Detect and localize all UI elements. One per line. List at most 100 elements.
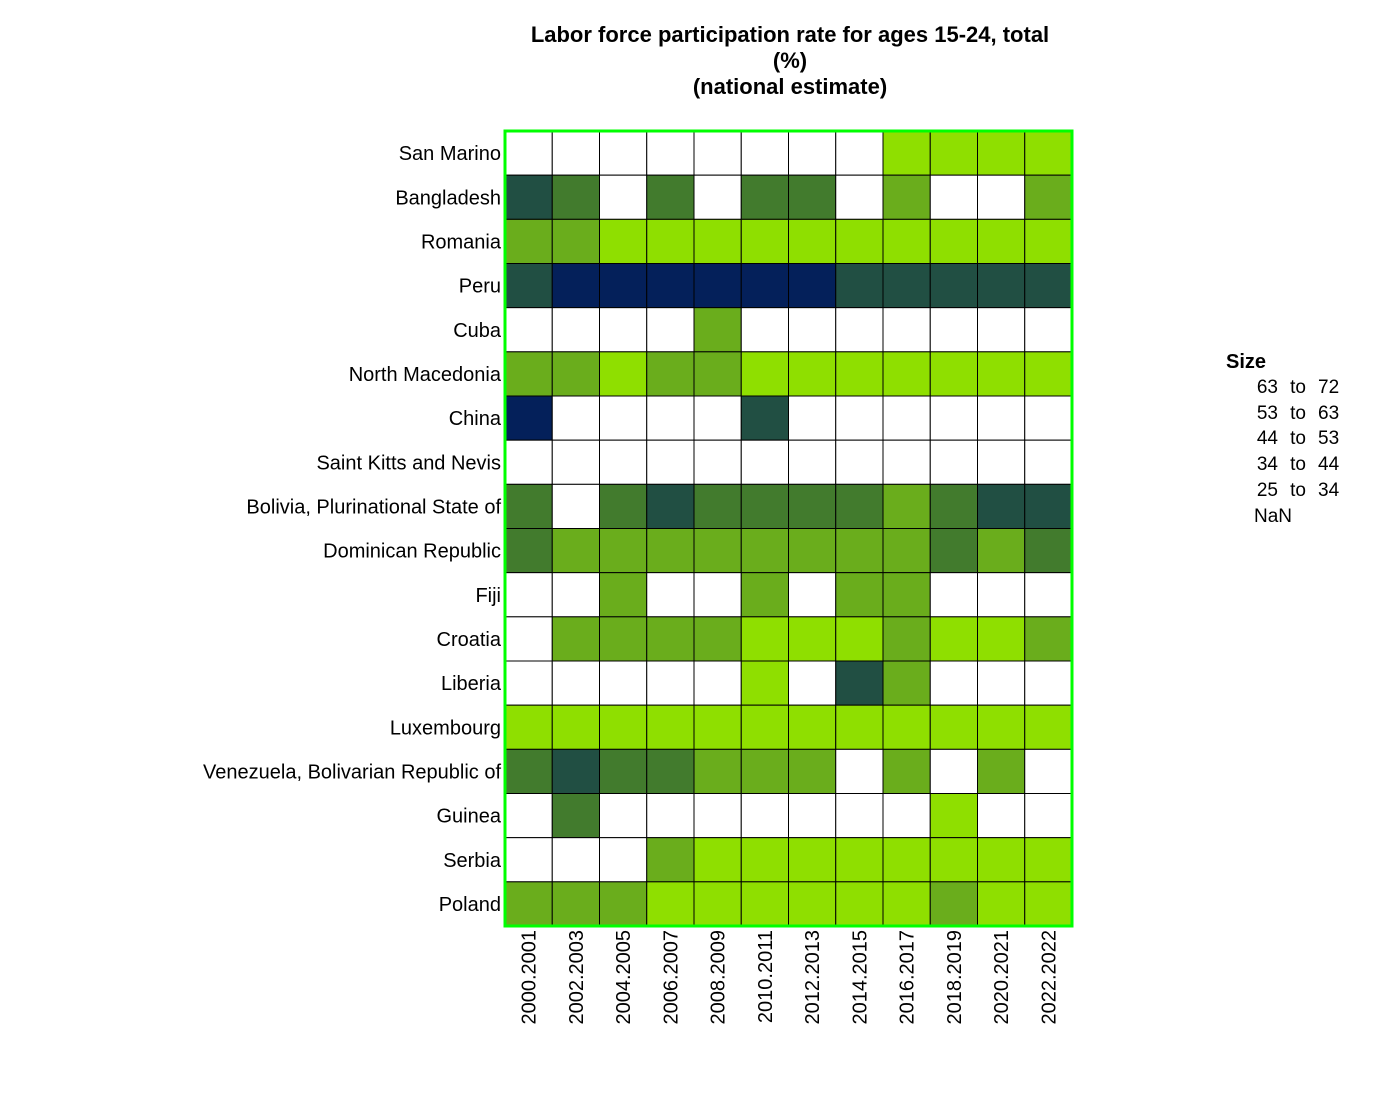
heatmap-cell bbox=[504, 395, 553, 441]
heatmap-cell bbox=[882, 218, 931, 264]
legend-title: Size bbox=[1226, 351, 1267, 373]
heatmap-cell bbox=[835, 837, 884, 883]
heatmap-cell bbox=[882, 395, 931, 441]
x-tick-label: 2022.2022 bbox=[1038, 930, 1060, 1025]
heatmap-cell bbox=[929, 528, 978, 574]
y-tick-label: Fiji bbox=[475, 585, 501, 607]
heatmap-cell bbox=[788, 748, 837, 794]
y-tick-label: Poland bbox=[439, 894, 501, 916]
heatmap-cell bbox=[599, 572, 648, 618]
heatmap-cell bbox=[977, 528, 1026, 574]
y-tick-label: China bbox=[449, 408, 502, 430]
heatmap-cell bbox=[693, 439, 742, 485]
heatmap-cell bbox=[1024, 351, 1073, 397]
chart-title-line-1: Labor force participation rate for ages … bbox=[530, 22, 1050, 47]
heatmap-cell bbox=[599, 793, 648, 839]
heatmap-cell bbox=[551, 837, 600, 883]
heatmap-cell bbox=[504, 616, 553, 662]
heatmap-cell bbox=[1024, 881, 1073, 927]
heatmap-cell bbox=[551, 528, 600, 574]
heatmap-cell bbox=[788, 793, 837, 839]
panel-border bbox=[503, 129, 1074, 928]
heatmap-cell bbox=[646, 395, 695, 441]
heatmap-cell bbox=[740, 572, 789, 618]
heatmap-cell bbox=[835, 130, 884, 176]
heatmap-cell bbox=[740, 748, 789, 794]
heatmap-cell bbox=[835, 351, 884, 397]
chart-title-line-3: (national estimate) bbox=[692, 74, 888, 99]
heatmap-cell bbox=[693, 572, 742, 618]
heatmap-cell bbox=[646, 660, 695, 706]
heatmap-cell bbox=[882, 483, 931, 530]
heatmap-cell bbox=[740, 395, 789, 441]
heatmap-cell bbox=[1024, 748, 1073, 794]
legend-entry-from: 63 bbox=[1256, 376, 1278, 398]
heatmap-cell bbox=[551, 395, 600, 441]
y-tick-label: Saint Kitts and Nevis bbox=[316, 452, 501, 474]
heatmap-cell bbox=[693, 616, 742, 662]
heatmap-cell bbox=[788, 263, 837, 309]
heatmap-cell bbox=[693, 218, 742, 264]
heatmap-cell bbox=[1024, 572, 1073, 618]
heatmap-cell bbox=[740, 351, 789, 397]
heatmap-cell bbox=[835, 483, 884, 530]
x-tick-label: 2002.2003 bbox=[566, 930, 588, 1025]
heatmap-cell bbox=[504, 263, 553, 309]
heatmap-cell bbox=[882, 307, 931, 353]
heatmap-cell bbox=[551, 439, 600, 485]
heatmap-cell bbox=[788, 616, 837, 662]
x-tick-label: 2012.2013 bbox=[802, 930, 824, 1025]
heatmap-cell bbox=[599, 483, 648, 530]
heatmap-cell bbox=[693, 793, 742, 839]
heatmap-cell bbox=[504, 704, 553, 750]
y-tick-label: Peru bbox=[459, 276, 501, 298]
y-tick-label: Liberia bbox=[441, 673, 502, 695]
heatmap-cell bbox=[977, 439, 1026, 485]
heatmap-cell bbox=[835, 748, 884, 794]
heatmap-cell bbox=[929, 174, 978, 220]
heatmap-cell bbox=[504, 174, 553, 220]
heatmap-cell bbox=[835, 263, 884, 309]
heatmap-cell bbox=[929, 263, 978, 309]
heatmap-cell bbox=[551, 307, 600, 353]
heatmap-cell bbox=[882, 263, 931, 309]
chart-title: Labor force participation rate for ages … bbox=[490, 22, 1090, 100]
legend-entry: 44 to 53 bbox=[1226, 427, 1342, 453]
heatmap-cell bbox=[835, 881, 884, 927]
heatmap-cell bbox=[693, 351, 742, 397]
heatmap-cell bbox=[929, 483, 978, 530]
heatmap-cell bbox=[504, 351, 553, 397]
y-tick-label: Bolivia, Plurinational State of bbox=[246, 496, 501, 518]
legend-entry: 25 to 34 bbox=[1226, 478, 1342, 504]
heatmap-cell bbox=[504, 793, 553, 839]
legend-entry: 53 to 63 bbox=[1226, 401, 1342, 427]
heatmap-cell bbox=[882, 616, 931, 662]
heatmap-cell bbox=[929, 660, 978, 706]
heatmap-cell bbox=[504, 837, 553, 883]
legend-entry-to-word: to bbox=[1290, 454, 1306, 476]
heatmap-cell bbox=[835, 218, 884, 264]
heatmap-cell bbox=[882, 174, 931, 220]
heatmap-cell bbox=[646, 528, 695, 574]
legend: Size 63 to 72 53 to 63 44 to 53 34 to 44 25 to 34 NaN bbox=[1226, 350, 1342, 530]
heatmap-cell bbox=[693, 174, 742, 220]
y-tick-label: Luxembourg bbox=[390, 717, 501, 739]
heatmap-cell bbox=[599, 881, 648, 927]
heatmap-cell bbox=[788, 439, 837, 485]
heatmap-cell bbox=[929, 439, 978, 485]
legend-entry-from: 44 bbox=[1256, 428, 1278, 450]
heatmap-cell bbox=[977, 307, 1026, 353]
y-tick-label: Serbia bbox=[443, 850, 502, 872]
heatmap-cell bbox=[835, 528, 884, 574]
legend-entry-to-word: to bbox=[1290, 376, 1306, 398]
legend-entry-to-word: to bbox=[1290, 480, 1306, 502]
heatmap-cell bbox=[929, 793, 978, 839]
legend-entry: 34 to 44 bbox=[1226, 452, 1342, 478]
heatmap-cell bbox=[693, 483, 742, 530]
heatmap-cell bbox=[646, 793, 695, 839]
heatmap-cell bbox=[599, 660, 648, 706]
heatmap-cell bbox=[504, 572, 553, 618]
heatmap-cells bbox=[504, 130, 1073, 927]
heatmap-cell bbox=[977, 748, 1026, 794]
heatmap-cell bbox=[788, 130, 837, 176]
